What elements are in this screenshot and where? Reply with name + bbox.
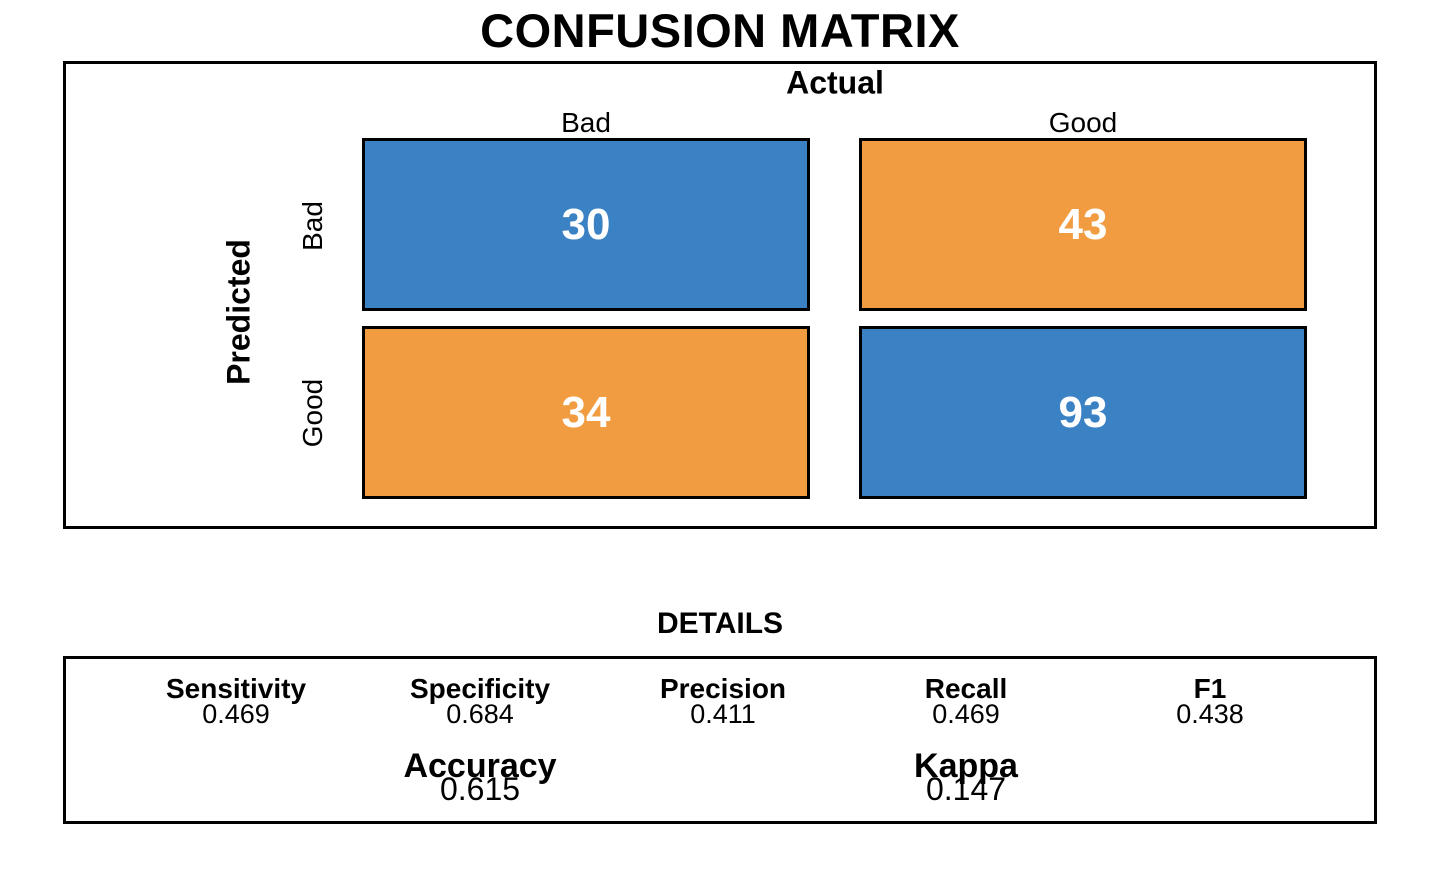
stat-label: Recall — [924, 673, 1008, 704]
actual-axis-label: Actual — [786, 64, 884, 101]
stat-label: Sensitivity — [165, 673, 307, 704]
stat-value: 0.469 — [202, 699, 270, 729]
cell-value: 43 — [1058, 199, 1108, 249]
stat-value: 0.469 — [932, 699, 1000, 729]
stat-f1: F1 0.438 — [1176, 675, 1244, 728]
stat-recall: Recall 0.469 — [925, 675, 1008, 728]
cell-value: 30 — [561, 199, 611, 249]
cell-value: 34 — [561, 387, 611, 437]
matrix-cell-predicted-good-actual-bad: 34 — [362, 326, 810, 499]
matrix-cell-predicted-bad-actual-good: 43 — [859, 138, 1307, 311]
stat-value: 0.438 — [1176, 699, 1244, 729]
stat-value: 0.147 — [925, 771, 1007, 807]
stat-label: Kappa — [914, 747, 1018, 785]
details-panel: Sensitivity 0.469 Specificity 0.684 Prec… — [63, 656, 1377, 824]
column-label-good: Good — [1048, 107, 1118, 138]
column-label-bad: Bad — [561, 107, 611, 138]
stat-sensitivity: Sensitivity 0.469 — [166, 675, 306, 728]
details-heading: DETAILS — [656, 607, 784, 640]
stat-specificity: Specificity 0.684 — [410, 675, 550, 728]
stat-kappa: Kappa 0.147 — [914, 749, 1018, 805]
stat-value: 0.684 — [446, 699, 514, 729]
predicted-axis-label: Predicted — [220, 239, 257, 385]
row-label-good: Good — [297, 378, 328, 448]
matrix-cell-predicted-bad-actual-bad: 30 — [362, 138, 810, 311]
stat-accuracy: Accuracy 0.615 — [403, 749, 556, 805]
stat-label: Precision — [659, 673, 787, 704]
stat-value: 0.411 — [690, 699, 756, 729]
stat-value: 0.615 — [439, 771, 521, 807]
stat-precision: Precision 0.411 — [660, 675, 786, 728]
figure-title: CONFUSION MATRIX — [480, 3, 960, 57]
cell-value: 93 — [1058, 387, 1108, 437]
stat-label: Specificity — [409, 673, 551, 704]
row-label-bad: Bad — [297, 201, 328, 251]
stat-label: F1 — [1193, 673, 1227, 704]
matrix-cell-predicted-good-actual-good: 93 — [859, 326, 1307, 499]
stat-label: Accuracy — [403, 747, 557, 785]
matrix-panel: Actual Bad Good Predicted Bad Good 30 43… — [63, 61, 1377, 529]
